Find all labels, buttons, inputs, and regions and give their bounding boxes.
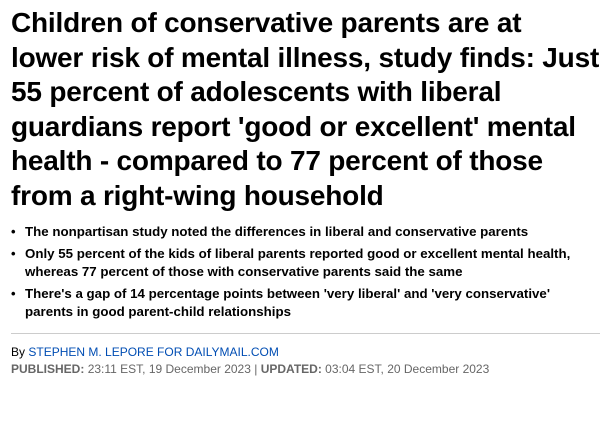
byline-prefix: By xyxy=(11,345,26,359)
author-link[interactable]: STEPHEN M. LEPORE FOR DAILYMAIL.COM xyxy=(28,345,279,359)
updated-label: UPDATED: xyxy=(260,362,322,376)
summary-bullet-text: The nonpartisan study noted the differen… xyxy=(25,224,529,239)
summary-bullet: • The nonpartisan study noted the differ… xyxy=(11,223,600,241)
summary-bullets: • The nonpartisan study noted the differ… xyxy=(11,223,600,321)
summary-bullet: • Only 55 percent of the kids of liberal… xyxy=(11,245,600,281)
bullet-dot-icon: • xyxy=(11,224,16,239)
date-separator: | xyxy=(254,362,258,376)
updated-date: 03:04 EST, 20 December 2023 xyxy=(325,362,490,376)
article-headline: Children of conservative parents are at … xyxy=(11,7,600,211)
published-label: PUBLISHED: xyxy=(11,362,85,376)
summary-bullet-text: Only 55 percent of the kids of liberal p… xyxy=(25,246,571,279)
summary-bullet: • There's a gap of 14 percentage points … xyxy=(11,285,600,321)
summary-bullet-text: There's a gap of 14 percentage points be… xyxy=(25,286,550,319)
published-date: 23:11 EST, 19 December 2023 xyxy=(87,362,251,376)
byline: By STEPHEN M. LEPORE FOR DAILYMAIL.COM xyxy=(11,344,600,360)
bullet-dot-icon: • xyxy=(11,246,16,261)
divider xyxy=(11,333,600,334)
article-dates: PUBLISHED: 23:11 EST, 19 December 2023 |… xyxy=(11,361,600,378)
bullet-dot-icon: • xyxy=(11,286,16,301)
